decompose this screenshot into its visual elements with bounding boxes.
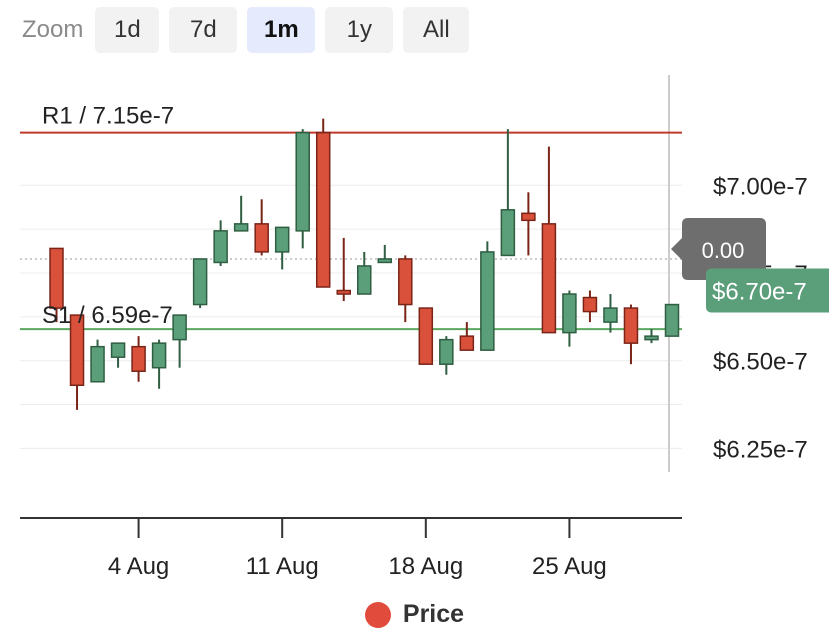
candle-up (500, 209, 516, 257)
candle-down (541, 223, 557, 334)
x-tick-label: 4 Aug (108, 553, 169, 580)
candle-down (69, 314, 85, 387)
zoom-1m-button[interactable]: 1m (247, 7, 316, 53)
resistance-label: R1 / 7.15e-7 (42, 103, 174, 130)
y-tick-label: $7.00e-7 (713, 173, 808, 200)
candle-up (192, 258, 208, 306)
candle-up (274, 226, 290, 253)
candle-up (664, 303, 680, 337)
current-price-badge (706, 268, 829, 313)
candle-up (357, 265, 372, 295)
candle-down (254, 223, 269, 253)
support-label: S1 / 6.59e-7 (42, 302, 173, 329)
candle-down (459, 335, 475, 351)
zoom-label: Zoom (22, 16, 84, 43)
crosshair-tooltip-value: 0.00 (702, 238, 745, 263)
candle-up (172, 314, 187, 341)
crosshair-tooltip (671, 218, 766, 280)
y-tick-label: $6.50e-7 (713, 349, 808, 376)
zoom-7d-button[interactable]: 7d (169, 7, 238, 53)
candle-up (644, 335, 659, 341)
legend-price-label: Price (402, 600, 465, 628)
candle-down (623, 307, 639, 344)
x-tick-label: 18 Aug (388, 553, 463, 580)
candle-down (49, 247, 64, 309)
zoom-all-button[interactable]: All (403, 7, 470, 53)
zoom-bar: Zoom 1d 7d 1m 1y All (22, 7, 479, 53)
legend-price-dot (364, 601, 391, 628)
candle-down (336, 289, 351, 295)
y-tick-label: $6.25e-7 (713, 436, 808, 463)
candle-up (439, 338, 454, 365)
candle-up (110, 342, 126, 358)
candle-down (315, 131, 331, 288)
candle-up (90, 345, 105, 383)
candle-up (603, 307, 618, 323)
legend[interactable]: Price (0, 600, 829, 629)
candle-down (582, 296, 598, 313)
candle-down (521, 212, 536, 222)
candle-down (418, 307, 434, 365)
candle-up (151, 342, 167, 369)
x-tick-label: 25 Aug (532, 553, 607, 580)
x-tick-label: 11 Aug (246, 553, 319, 580)
candle-up (295, 131, 310, 232)
candle-down (398, 258, 413, 306)
candle-up (233, 223, 249, 232)
zoom-1d-button[interactable]: 1d (95, 7, 160, 53)
candle-down (131, 345, 146, 372)
candle-up (213, 230, 228, 264)
current-price-label: $6.70e-7 (712, 279, 807, 306)
candle-up (480, 251, 495, 351)
candle-up (377, 258, 393, 264)
zoom-1y-button[interactable]: 1y (325, 7, 394, 53)
candle-up (562, 293, 577, 334)
